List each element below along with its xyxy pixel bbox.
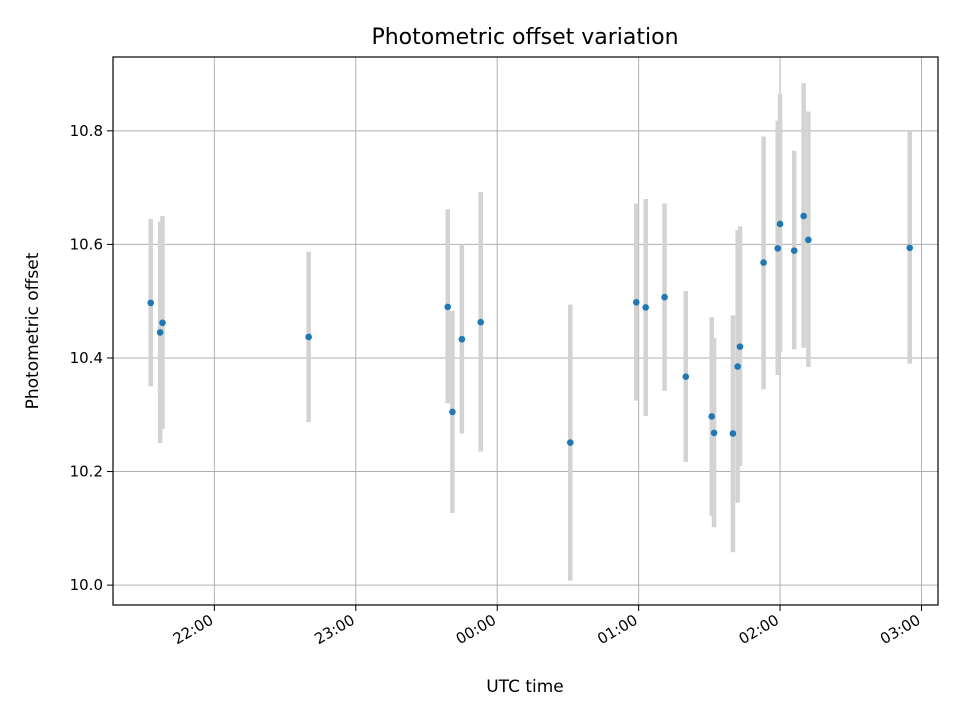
data-point <box>776 220 784 228</box>
gridlines <box>113 57 938 605</box>
data-point <box>906 244 914 252</box>
data-point <box>774 245 782 252</box>
data-point <box>642 304 650 311</box>
data-point <box>682 373 690 381</box>
x-axis-label: UTC time <box>486 677 564 697</box>
data-point <box>736 343 744 350</box>
chart-title: Photometric offset variation <box>371 25 678 50</box>
data-point <box>800 212 807 220</box>
data-point <box>147 299 155 307</box>
data-point <box>790 247 798 254</box>
data-point <box>708 413 716 420</box>
data-markers <box>147 212 914 446</box>
data-point <box>760 259 767 266</box>
y-tick-label: 10.0 <box>70 576 103 594</box>
y-axis-label: Photometric offset <box>23 252 43 409</box>
data-point <box>449 408 456 416</box>
y-tick-label: 10.2 <box>70 463 103 481</box>
data-point <box>159 319 166 327</box>
y-tick-label: 10.8 <box>70 122 103 140</box>
data-point <box>805 236 812 244</box>
data-point <box>729 430 737 437</box>
data-point <box>458 335 466 343</box>
data-point <box>632 299 640 306</box>
data-point <box>156 329 164 336</box>
data-point <box>444 303 452 311</box>
y-tick-label: 10.6 <box>70 235 103 253</box>
plot-area <box>113 57 938 605</box>
data-point <box>305 333 312 341</box>
plot-frame <box>112 56 939 606</box>
data-point <box>477 318 485 326</box>
data-point <box>734 363 741 370</box>
data-point <box>566 439 574 446</box>
data-point <box>661 293 668 301</box>
y-tick-label: 10.4 <box>70 349 103 367</box>
data-point <box>710 429 718 437</box>
